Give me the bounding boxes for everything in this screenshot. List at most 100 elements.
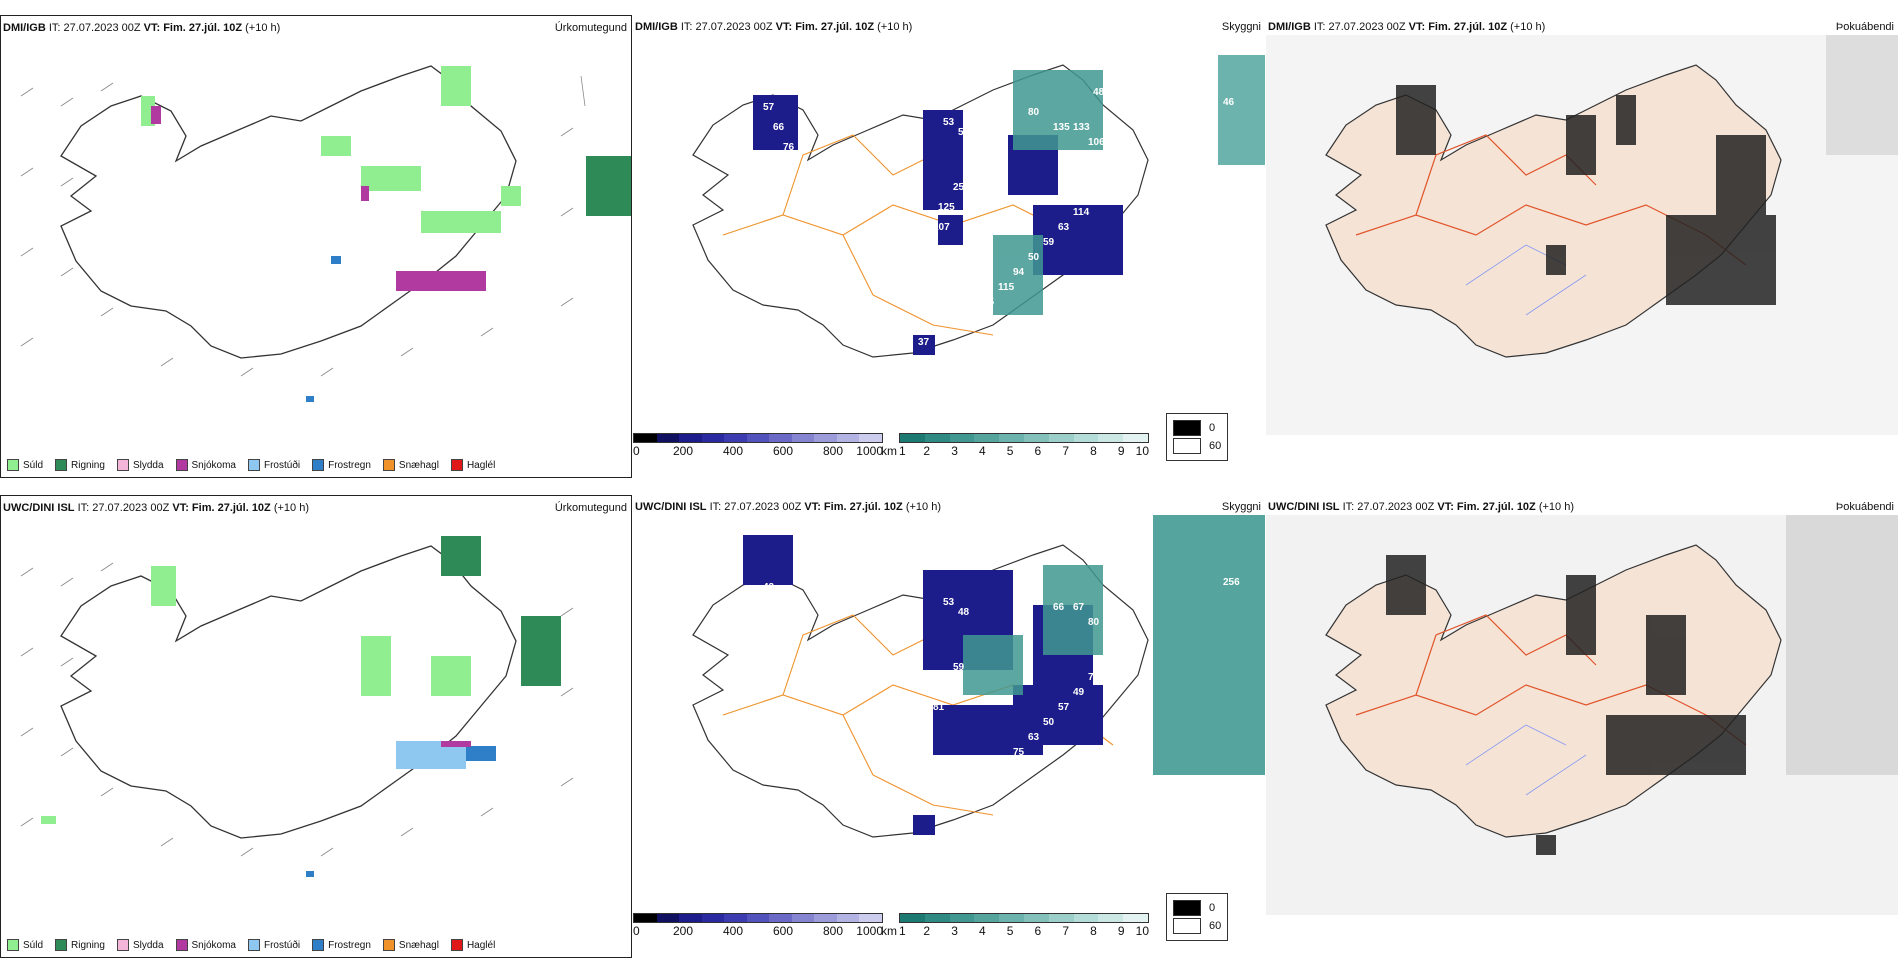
visibility-segment	[1048, 914, 1074, 922]
visibility-value-label: 61	[998, 762, 1010, 773]
visibility-segment	[974, 434, 1000, 442]
visibility-value-label: 66	[1053, 602, 1065, 613]
legend-item: Súld	[7, 939, 43, 951]
visibility-segment	[999, 914, 1024, 922]
cloud-base-segment	[634, 434, 657, 442]
visibility-segment	[999, 434, 1024, 442]
cloud-base-tick: 600	[772, 444, 794, 458]
visibility-panel-uwc: UWC/DINI ISL IT: 27.07.2023 00Z VT: Fim.…	[633, 495, 1265, 958]
visibility-value-label: 53	[943, 597, 955, 608]
fog-panel-uwc: UWC/DINI ISL IT: 27.07.2023 00Z VT: Fim.…	[1266, 495, 1898, 958]
visibility-value-label: 66	[773, 122, 785, 133]
visibility-value-label: 80	[1088, 617, 1100, 628]
visibility-value-label: 254	[953, 182, 970, 193]
cloud-base-tick: 200	[672, 444, 694, 458]
visibility-segment	[974, 914, 1000, 922]
cloud-base-segment	[814, 914, 837, 922]
legend-item: Haglél	[450, 459, 495, 471]
legend-swatch	[175, 939, 188, 951]
panel-header: DMI/IGB IT: 27.07.2023 00Z VT: Fim. 27.j…	[3, 22, 281, 34]
panel-header: UWC/DINI ISL IT: 27.07.2023 00Z VT: Fim.…	[1268, 501, 1575, 513]
visibility-value-label: 43	[763, 582, 775, 593]
legend-item: Snæhagl	[382, 459, 439, 471]
visibility-tick: 7	[1062, 924, 1069, 938]
visibility-value-label: 68	[983, 777, 995, 788]
visibility-value-label: 75	[1013, 747, 1025, 758]
visibility-tick: 9	[1117, 924, 1125, 938]
visibility-value-label: 125	[938, 202, 955, 213]
visibility-value-label: 81	[933, 702, 945, 713]
precip-map	[20, 65, 631, 402]
visibility-tick: 3	[951, 924, 958, 938]
visibility-value-label: 115	[998, 282, 1015, 293]
visibility-value-label: 77	[1103, 657, 1115, 668]
visibility-tick: 7	[1062, 444, 1069, 458]
legend-item: Snæhagl	[382, 939, 439, 951]
visibility-value-label: 57	[798, 617, 810, 628]
visibility-tick: 8	[1090, 924, 1097, 938]
legend-item: Frostregn	[312, 939, 371, 951]
visibility-tick: 4	[978, 444, 986, 458]
visibility-value-label: 49	[1073, 687, 1085, 698]
fog-map	[1266, 515, 1898, 915]
precip-panel-dmi: DMI/IGB IT: 27.07.2023 00Z VT: Fim. 27.j…	[0, 15, 632, 478]
visibility-segment	[900, 434, 925, 442]
visibility-tick: 1	[899, 924, 906, 938]
legend-item: Haglél	[450, 939, 495, 951]
cloud-base-segment	[791, 914, 815, 922]
visibility-segment	[1098, 914, 1124, 922]
legend-item: Slydda	[116, 939, 164, 951]
visibility-value-label: 107	[933, 222, 950, 233]
visibility-value-label: 55	[1088, 192, 1100, 203]
panel-header: DMI/IGB IT: 27.07.2023 00Z VT: Fim. 27.j…	[1268, 21, 1546, 33]
visibility-tick: 9	[1117, 444, 1125, 458]
cloud-base-tick: 1000	[856, 444, 883, 458]
visibility-value-label: 94	[1013, 267, 1025, 278]
visibility-value-label: 78	[1088, 672, 1100, 683]
legend-swatch	[7, 459, 19, 471]
visibility-value-label: 35	[783, 622, 795, 633]
legend-swatch	[175, 459, 188, 471]
visibility-colorbar: km 1 2 3 4 5 6 7 8 9 10	[881, 433, 1149, 458]
legend-swatch	[55, 939, 68, 951]
visibility-tick: 2	[923, 444, 931, 458]
visibility-segment	[1023, 434, 1049, 442]
visibility-value-label: 46	[1223, 97, 1235, 108]
visibility-value-label: 135	[1053, 122, 1070, 133]
visibility-value-label: 61	[1103, 177, 1115, 188]
cloud-base-segment	[679, 914, 702, 922]
legend-item: Súld	[7, 459, 43, 471]
panel-header: DMI/IGB IT: 27.07.2023 00Z VT: Fim. 27.j…	[635, 21, 913, 33]
cloud-base-segment	[859, 914, 883, 922]
visibility-tick: 3	[951, 444, 958, 458]
visibility-value-label: 50	[1043, 717, 1055, 728]
visibility-segment	[924, 914, 950, 922]
visibility-value-label: 56	[773, 602, 785, 613]
visibility-value-label: 53	[943, 117, 955, 128]
visibility-value-label: 61	[1028, 587, 1040, 598]
visibility-panel-dmi: DMI/IGB IT: 27.07.2023 00Z VT: Fim. 27.j…	[633, 15, 1265, 478]
legend-item: Frostregn	[312, 459, 371, 471]
visibility-value-label: 57	[763, 102, 775, 113]
visibility-tick: 5	[1006, 444, 1014, 458]
cloud-base-tick: 400	[722, 924, 744, 938]
visibility-segment	[900, 914, 925, 922]
cloud-base-segment	[746, 914, 770, 922]
cloud-base-tick: 1000	[856, 924, 883, 938]
visibility-value-label: 52	[1113, 157, 1125, 168]
cloud-base-segment	[769, 434, 792, 442]
cloud-base-segment	[746, 434, 770, 442]
fog-legend: 0 60	[1166, 893, 1229, 941]
cloud-base-tick: 600	[772, 924, 794, 938]
visibility-value-label: 80	[1028, 107, 1040, 118]
cloud-base-tick: 800	[822, 924, 844, 938]
visibility-segment	[1073, 434, 1099, 442]
visibility-value-label: 67	[1073, 602, 1085, 613]
cloud-base-segment	[724, 434, 747, 442]
legend-item: Slydda	[116, 459, 164, 471]
visibility-segment	[1123, 434, 1148, 442]
visibility-value-label: 59	[1043, 237, 1055, 248]
visibility-segment	[1073, 914, 1099, 922]
